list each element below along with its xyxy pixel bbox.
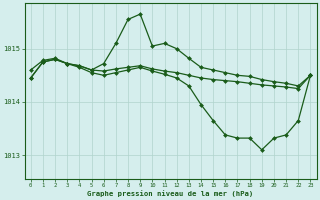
X-axis label: Graphe pression niveau de la mer (hPa): Graphe pression niveau de la mer (hPa) (87, 190, 254, 197)
